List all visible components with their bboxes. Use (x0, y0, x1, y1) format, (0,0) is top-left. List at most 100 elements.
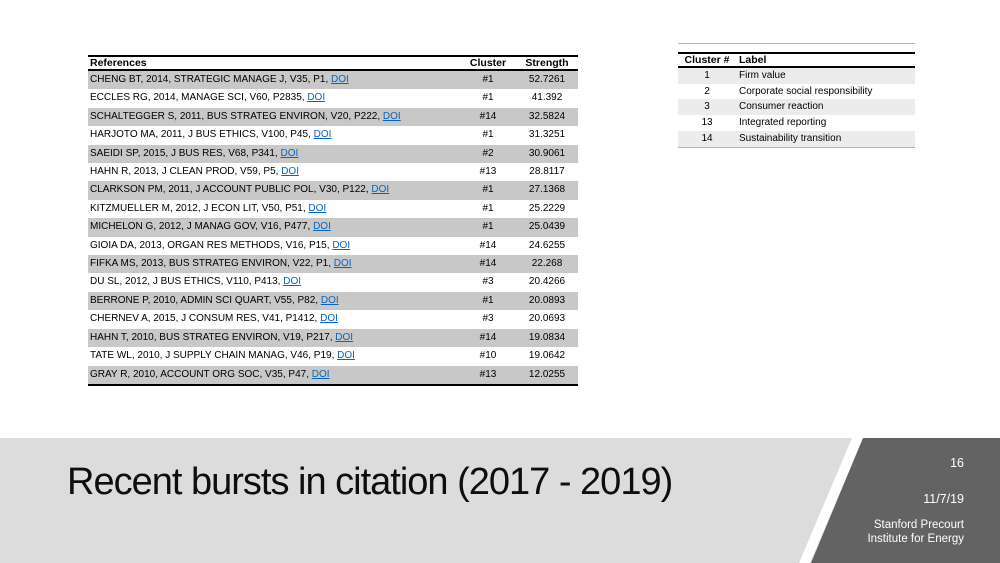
col-header-strength: Strength (516, 55, 578, 71)
reference-text: CHERNEV A, 2015, J CONSUM RES, V41, P141… (90, 313, 321, 325)
reference-text: BERRONE P, 2010, ADMIN SCI QUART, V55, P… (90, 294, 321, 306)
reference-citation: SCHALTEGGER S, 2011, BUS STRATEG ENVIRON… (88, 107, 460, 127)
legend-row: 1 Firm value (678, 67, 915, 84)
page-number: 16 (950, 456, 964, 470)
reference-cluster: #3 (482, 276, 494, 288)
legend-cluster-label: Consumer reaction (736, 99, 915, 116)
legend-cluster-number: 3 (678, 99, 736, 116)
doi-link[interactable]: DOI (332, 239, 351, 251)
reference-row: SAEIDI SP, 2015, J BUS RES, V68, P341, D… (88, 144, 578, 164)
reference-row: DU SL, 2012, J BUS ETHICS, V110, P413, D… (88, 273, 578, 291)
doi-link[interactable]: DOI (331, 74, 349, 85)
reference-cluster: #10 (479, 350, 497, 362)
doi-link[interactable]: DOI (382, 110, 401, 122)
reference-citation: HAHN R, 2013, J CLEAN PROD, V59, P5, DOI (88, 163, 460, 181)
reference-cluster: #1 (460, 218, 516, 237)
legend-cluster-label: Corporate social responsibility (739, 85, 873, 97)
reference-strength: 30.9061 (516, 144, 578, 164)
reference-row: GRAY R, 2010, ACCOUNT ORG SOC, V35, P47,… (88, 365, 578, 385)
reference-citation: MICHELON G, 2012, J MANAG GOV, V16, P477… (88, 218, 460, 237)
reference-text: TATE WL, 2010, J SUPPLY CHAIN MANAG, V46… (90, 350, 338, 362)
doi-link[interactable]: DOI (313, 129, 332, 141)
reference-row: HAHN R, 2013, J CLEAN PROD, V59, P5, DOI… (88, 163, 578, 181)
reference-row: CLARKSON PM, 2011, J ACCOUNT PUBLIC POL,… (88, 181, 578, 200)
reference-citation: GIOIA DA, 2013, ORGAN RES METHODS, V16, … (88, 237, 460, 255)
reference-cluster: #14 (460, 328, 516, 348)
reference-cluster: #13 (479, 166, 497, 178)
reference-text: SCHALTEGGER S, 2011, BUS STRATEG ENVIRON… (90, 110, 383, 122)
reference-citation: TATE WL, 2010, J SUPPLY CHAIN MANAG, V46… (88, 347, 460, 365)
reference-row: MICHELON G, 2012, J MANAG GOV, V16, P477… (88, 218, 578, 237)
cluster-legend-table: Cluster # Label 1 Firm value 2 Corporate so… (678, 43, 915, 148)
reference-text: ECCLES RG, 2014, MANAGE SCI, V60, P2835, (90, 92, 308, 104)
reference-text: MICHELON G, 2012, J MANAG GOV, V16, P477… (90, 221, 314, 233)
legend-row: 13 Integrated reporting (678, 115, 915, 131)
reference-text: KITZMUELLER M, 2012, J ECON LIT, V50, P5… (90, 202, 309, 214)
doi-link[interactable]: DOI (308, 202, 327, 214)
reference-citation: CHENG BT, 2014, STRATEGIC MANAGE J, V35,… (88, 70, 460, 90)
reference-strength: 28.8117 (529, 166, 565, 178)
legend-cluster-label: Integrated reporting (739, 117, 827, 129)
reference-cluster: #1 (460, 291, 516, 311)
reference-row: SCHALTEGGER S, 2011, BUS STRATEG ENVIRON… (88, 107, 578, 127)
reference-text: GIOIA DA, 2013, ORGAN RES METHODS, V16, … (90, 239, 333, 251)
reference-citation: CHERNEV A, 2015, J CONSUM RES, V41, P141… (88, 310, 460, 328)
reference-text: DU SL, 2012, J BUS ETHICS, V110, P413, (90, 276, 284, 288)
reference-cluster: #1 (460, 70, 516, 90)
reference-citation: DU SL, 2012, J BUS ETHICS, V110, P413, D… (88, 273, 460, 291)
reference-cluster: #1 (482, 202, 494, 214)
slide-title: Recent bursts in citation (2017 - 2019) (67, 461, 673, 503)
reference-row: GIOIA DA, 2013, ORGAN RES METHODS, V16, … (88, 237, 578, 255)
doi-link[interactable]: DOI (307, 92, 326, 104)
legend-cluster-label: Firm value (736, 67, 915, 84)
doi-link[interactable]: DOI (320, 294, 339, 306)
reference-strength: 25.0439 (516, 218, 578, 237)
reference-strength: 52.7261 (516, 70, 578, 90)
reference-strength: 31.3251 (528, 129, 566, 141)
reference-strength: 41.392 (531, 92, 563, 104)
reference-text: HAHN T, 2010, BUS STRATEG ENVIRON, V19, … (90, 331, 336, 343)
legend-cluster-number: 14 (678, 130, 736, 148)
reference-strength: 19.0642 (528, 350, 566, 362)
doi-link[interactable]: DOI (283, 276, 302, 288)
legend-cluster-number: 1 (678, 67, 736, 84)
legend-row: 2 Corporate social responsibility (678, 84, 915, 100)
legend-header-row: Cluster # Label (678, 52, 915, 68)
reference-row: BERRONE P, 2010, ADMIN SCI QUART, V55, P… (88, 291, 578, 311)
reference-cluster: #1 (482, 92, 494, 104)
doi-link[interactable]: DOI (371, 184, 390, 196)
reference-citation: BERRONE P, 2010, ADMIN SCI QUART, V55, P… (88, 291, 460, 311)
legend-cluster-label: Sustainability transition (736, 130, 915, 148)
doi-link[interactable]: DOI (280, 147, 299, 159)
reference-strength: 24.6255 (528, 239, 566, 251)
doi-link[interactable]: DOI (313, 221, 331, 233)
reference-text: SAEIDI SP, 2015, J BUS RES, V68, P341, (90, 147, 281, 159)
reference-strength: 12.0255 (516, 365, 578, 385)
references-header-row: References Cluster Strength (88, 55, 578, 71)
reference-cluster: #14 (460, 107, 516, 127)
reference-strength: 20.4266 (528, 276, 566, 288)
reference-citation: ECCLES RG, 2014, MANAGE SCI, V60, P2835,… (88, 89, 460, 107)
reference-text: CHENG BT, 2014, STRATEGIC MANAGE J, V35,… (90, 74, 331, 85)
reference-cluster: #3 (482, 313, 494, 325)
doi-link[interactable]: DOI (281, 166, 299, 178)
reference-citation: CLARKSON PM, 2011, J ACCOUNT PUBLIC POL,… (88, 181, 460, 200)
doi-link[interactable]: DOI (311, 368, 330, 380)
doi-link[interactable]: DOI (337, 350, 355, 362)
reference-row: FIFKA MS, 2013, BUS STRATEG ENVIRON, V22… (88, 255, 578, 274)
reference-citation: FIFKA MS, 2013, BUS STRATEG ENVIRON, V22… (88, 255, 460, 274)
doi-link[interactable]: DOI (320, 313, 338, 325)
doi-link[interactable]: DOI (333, 258, 352, 270)
reference-text: HARJOTO MA, 2011, J BUS ETHICS, V100, P4… (90, 129, 314, 141)
reference-text: GRAY R, 2010, ACCOUNT ORG SOC, V35, P47, (90, 368, 312, 380)
reference-citation: GRAY R, 2010, ACCOUNT ORG SOC, V35, P47,… (88, 365, 460, 385)
col-header-references: References (88, 55, 460, 71)
reference-strength: 22.268 (516, 255, 578, 274)
doi-link[interactable]: DOI (335, 331, 354, 343)
reference-cluster: #2 (460, 144, 516, 164)
reference-citation: KITZMUELLER M, 2012, J ECON LIT, V50, P5… (88, 200, 460, 218)
footer-date: 11/7/19 (923, 492, 964, 506)
reference-strength: 27.1368 (516, 181, 578, 200)
legend-cluster-number: 13 (701, 117, 713, 129)
reference-strength: 25.2229 (528, 202, 566, 214)
